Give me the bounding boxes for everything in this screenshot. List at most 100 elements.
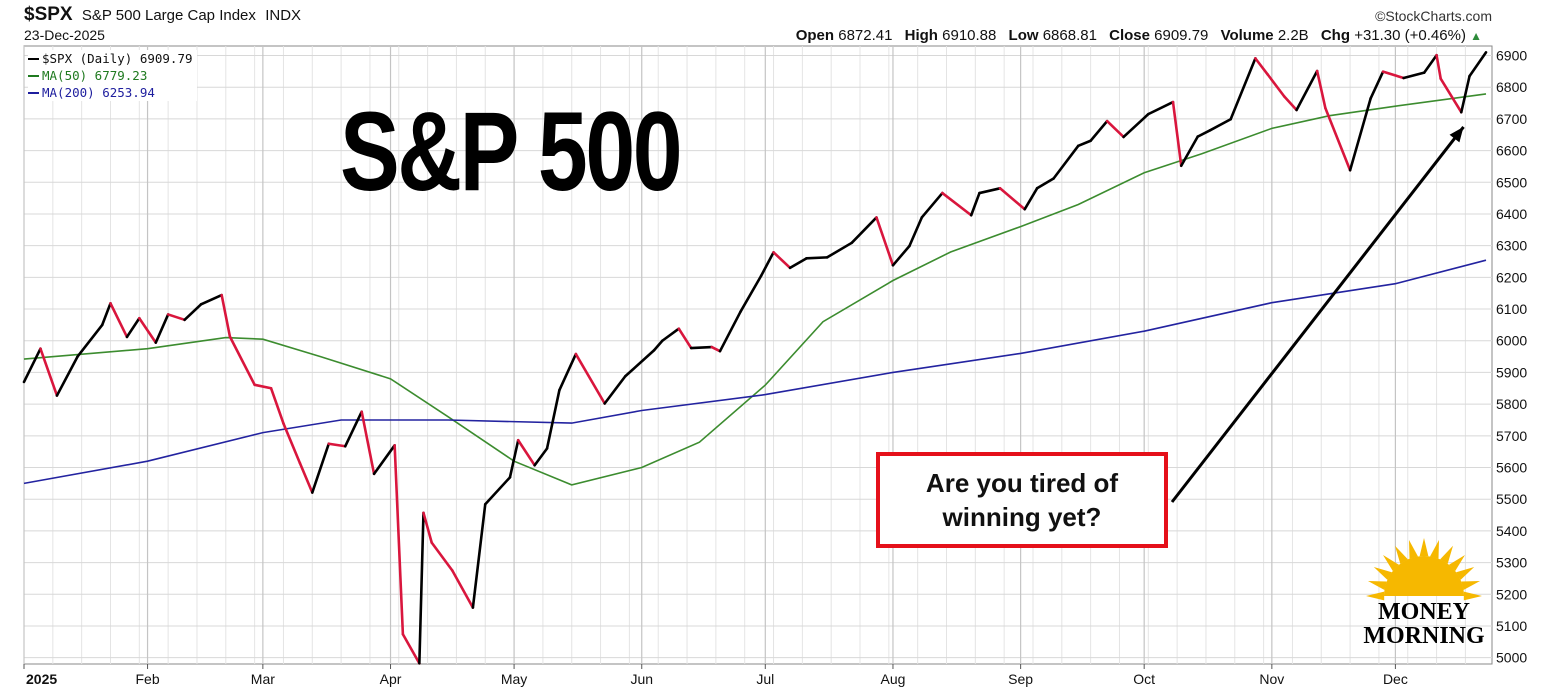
price-segment — [533, 447, 549, 467]
price-segment — [422, 511, 434, 544]
price-segment — [22, 347, 42, 384]
price-segment — [908, 216, 924, 248]
price-segment — [1348, 96, 1372, 172]
symbol: $SPX — [24, 4, 73, 25]
arrow-shaft — [1170, 125, 1465, 503]
price-segment — [1439, 77, 1463, 114]
price-segment — [759, 251, 775, 278]
price-segment — [661, 327, 681, 343]
logo-line2: MORNING — [1363, 623, 1485, 649]
price-segment — [228, 335, 256, 387]
price-segment — [1422, 53, 1438, 74]
price-segment — [1229, 57, 1257, 121]
price-segment — [183, 302, 203, 322]
price-segment — [718, 310, 742, 353]
x-tick-label: May — [501, 671, 527, 687]
price-segment — [805, 256, 829, 260]
price-segment — [1105, 119, 1125, 139]
x-tick-label: Dec — [1383, 671, 1408, 687]
exchange: INDX — [265, 7, 302, 24]
sun-ray — [1461, 581, 1480, 590]
low-value: 6868.81 — [1042, 27, 1097, 44]
price-segment — [401, 632, 421, 665]
sun-ray — [1419, 538, 1429, 557]
price-segment — [545, 388, 561, 450]
price-segment — [125, 316, 141, 339]
price-segment — [471, 502, 487, 609]
high-label: High — [904, 27, 938, 44]
chg-value: +31.30 (+0.46%) — [1354, 27, 1466, 44]
y-tick-label: 5200 — [1496, 586, 1527, 602]
price-segment — [941, 191, 973, 217]
open-value: 6872.41 — [838, 27, 893, 44]
y-tick-label: 5500 — [1496, 491, 1527, 507]
y-tick-label: 5400 — [1496, 523, 1527, 539]
price-segment — [360, 410, 376, 476]
price-segment — [978, 186, 1002, 195]
y-tick-label: 5800 — [1496, 396, 1527, 412]
price-segment — [199, 293, 223, 306]
ohlc-readout: Open 6872.41 High 6910.88 Low 6868.81 Cl… — [796, 27, 1482, 44]
price-segment — [253, 383, 273, 390]
price-segment — [282, 422, 302, 465]
price-segment — [1208, 117, 1232, 132]
price-segment — [55, 355, 79, 397]
price-segment — [516, 438, 536, 467]
price-segment — [969, 191, 981, 217]
price-segment — [710, 345, 722, 353]
price-segment — [343, 410, 364, 448]
price-segment — [677, 327, 693, 350]
price-segment — [39, 347, 59, 397]
plot-frame — [23, 45, 1493, 665]
money-morning-logo: MONEY MORNING — [1356, 600, 1492, 648]
price-segment — [920, 191, 944, 219]
y-tick-label: 5900 — [1496, 364, 1527, 380]
callout-text: Are you tired of winning yet? — [925, 468, 1119, 532]
price-segment — [1381, 70, 1405, 80]
price-segment — [574, 352, 606, 405]
price-segment — [372, 444, 396, 476]
price-segment — [1179, 135, 1200, 168]
price-segment — [739, 274, 763, 313]
x-tick-label: Apr — [380, 671, 402, 687]
chg-label: Chg — [1320, 27, 1351, 44]
price-segment — [166, 313, 186, 322]
price-segment — [138, 316, 158, 344]
y-tick-label: 6600 — [1496, 143, 1527, 159]
price-segment — [689, 345, 714, 350]
x-tick-label: Aug — [881, 671, 906, 687]
sun-ray — [1366, 591, 1385, 601]
price-segment — [891, 244, 911, 267]
price-segment — [998, 186, 1027, 211]
price-segment — [1369, 70, 1385, 100]
x-tick-label: Sep — [1008, 671, 1033, 687]
legend-label: MA(50) 6779.23 — [42, 68, 148, 83]
legend-swatch — [28, 91, 39, 94]
x-axis-labels: 2025 Feb Mar Apr May Jun Jul Aug Sep Oct Nov Dec — [26, 671, 1408, 687]
symbol-header: $SPX S&P 500 Large Cap Index INDX — [24, 4, 301, 26]
y-tick-label: 6500 — [1496, 174, 1527, 190]
price-segment — [772, 251, 792, 270]
price-segment — [788, 257, 808, 270]
y-tick-label: 6700 — [1496, 111, 1527, 127]
y-tick-label: 6300 — [1496, 238, 1527, 254]
y-tick-label: 5300 — [1496, 555, 1527, 571]
sun-ray — [1430, 540, 1439, 559]
y-axis-labels: 5000 5100 5200 5300 5400 5500 5600 5700 5800 5900… — [1496, 48, 1527, 666]
symbol-description: S&P 500 Large Cap Index — [81, 7, 256, 24]
x-tick-label: Jul — [756, 671, 774, 687]
price-segment — [825, 241, 854, 259]
chart-date: 23-Dec-2025 — [24, 27, 105, 43]
price-segment — [1171, 100, 1183, 168]
volume-label: Volume — [1220, 27, 1274, 44]
chart-legend: $SPX (Daily) 6909.79 MA(50) 6779.23 MA(2… — [28, 50, 197, 101]
y-tick-label: 5700 — [1496, 428, 1527, 444]
price-segment — [1468, 51, 1488, 78]
price-segment — [220, 293, 232, 338]
chart-series — [22, 51, 1488, 665]
price-segment — [393, 444, 405, 636]
callout-box: Are you tired of winning yet? — [876, 452, 1168, 548]
price-segment — [418, 511, 425, 665]
price-segment — [850, 216, 878, 245]
